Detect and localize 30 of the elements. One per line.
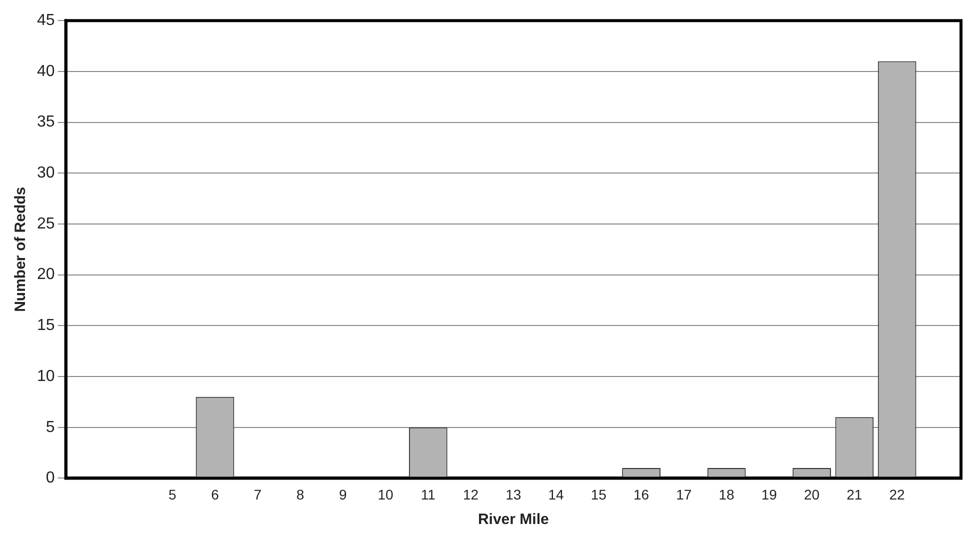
x-tick-label: 14 <box>548 486 564 502</box>
x-tick-label: 21 <box>846 486 862 502</box>
x-tick-label: 18 <box>718 486 735 502</box>
y-tick-label: 40 <box>37 62 55 80</box>
y-tick-label: 10 <box>37 368 55 385</box>
y-tick-label: 15 <box>37 317 55 334</box>
x-tick-label: 19 <box>761 486 778 502</box>
x-tick-label: 8 <box>296 486 304 502</box>
x-tick-label: 10 <box>378 486 394 502</box>
x-tick-label: 16 <box>633 486 650 502</box>
x-tick-label: 6 <box>211 486 220 502</box>
x-tick-label: 17 <box>676 486 692 502</box>
x-tick-label: 7 <box>254 486 262 502</box>
y-axis-title: Number of Redds <box>12 186 30 312</box>
y-tick-label: 30 <box>37 164 55 182</box>
x-tick-label: 11 <box>420 486 436 502</box>
x-tick-label: 5 <box>168 486 176 502</box>
x-tick-label: 9 <box>338 486 347 502</box>
y-tick-label: 20 <box>37 266 55 284</box>
y-tick-label: 0 <box>46 470 55 487</box>
y-tick-label: 35 <box>37 114 55 131</box>
y-tick-label: 5 <box>46 418 55 436</box>
x-tick-label: 20 <box>804 486 820 502</box>
y-tick-label: 45 <box>37 12 55 30</box>
x-tick-label: 15 <box>590 486 607 502</box>
x-tick-label: 22 <box>889 486 906 502</box>
y-tick-label: 25 <box>37 215 55 232</box>
x-tick-label: 12 <box>462 486 479 502</box>
x-tick-label: 13 <box>506 486 522 502</box>
x-axis-title: River Mile <box>478 511 549 528</box>
